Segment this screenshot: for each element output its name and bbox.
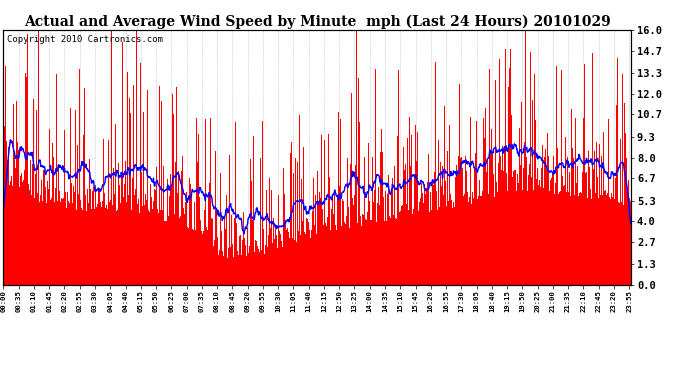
Text: Copyright 2010 Cartronics.com: Copyright 2010 Cartronics.com — [7, 35, 162, 44]
Title: Actual and Average Wind Speed by Minute  mph (Last 24 Hours) 20101029: Actual and Average Wind Speed by Minute … — [24, 15, 611, 29]
